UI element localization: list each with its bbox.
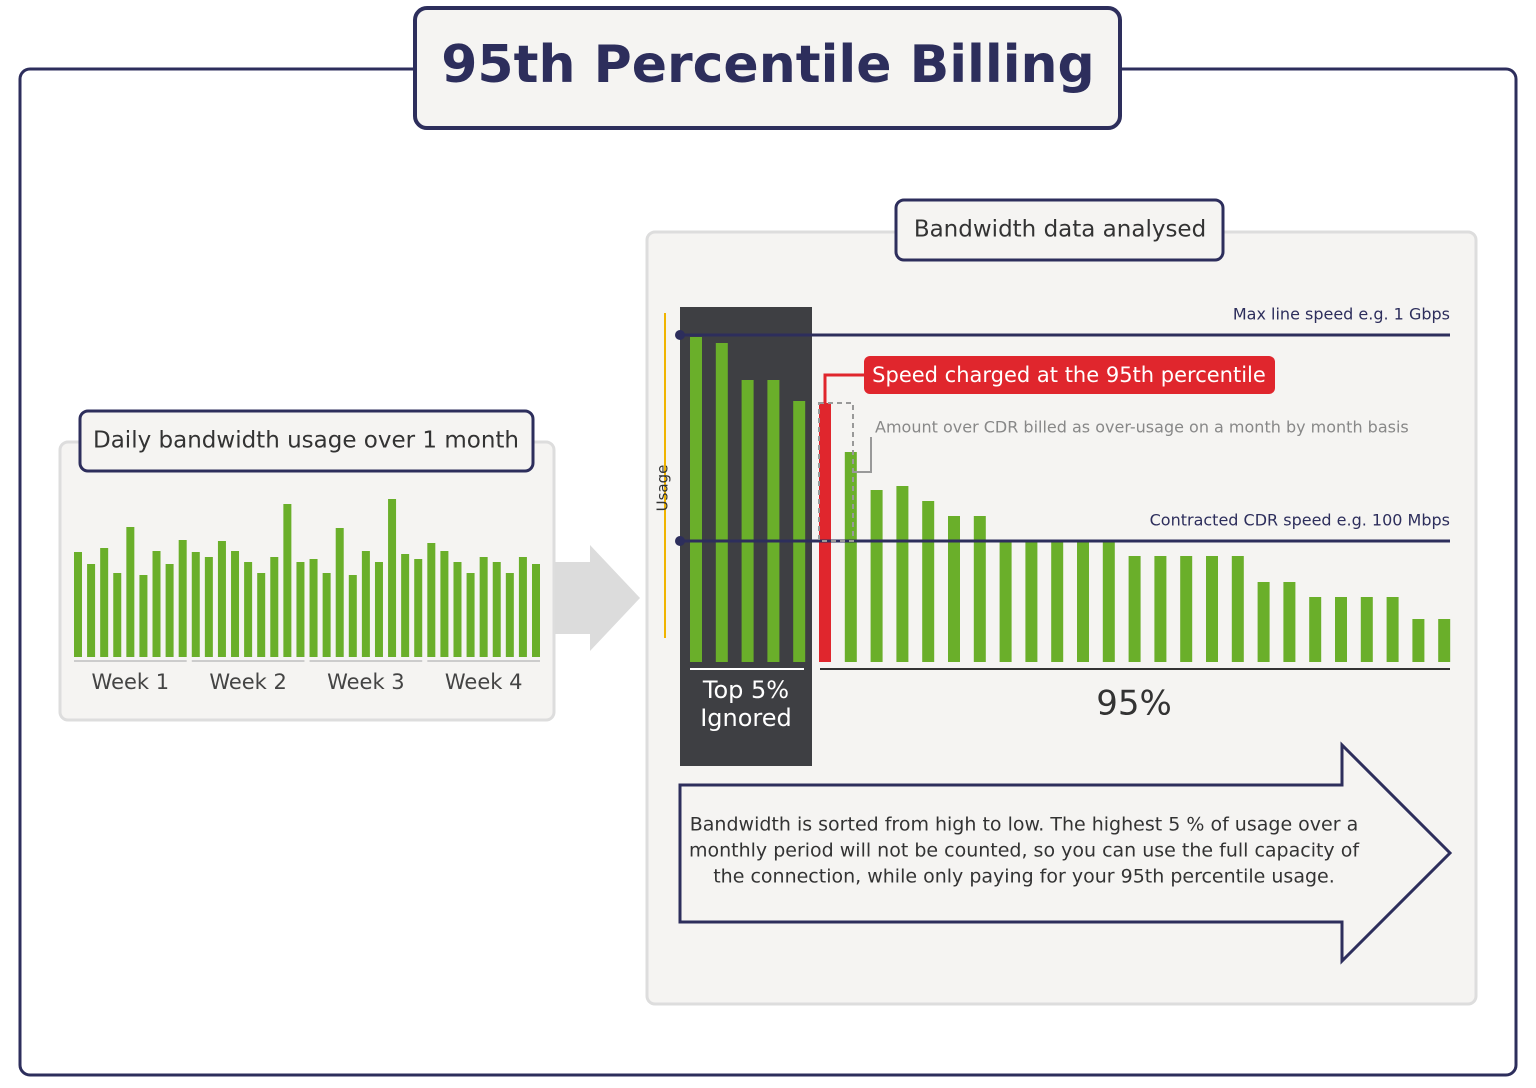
daily-bar xyxy=(152,551,161,657)
daily-bar xyxy=(296,562,305,657)
daily-bar xyxy=(466,573,475,657)
daily-bar xyxy=(204,557,213,657)
sorted-bar xyxy=(1206,556,1218,662)
week-label: Week 1 xyxy=(92,670,170,694)
charged-label: Speed charged at the 95th percentile xyxy=(872,363,1266,387)
sorted-bar xyxy=(1335,597,1347,662)
daily-bar xyxy=(518,557,527,657)
daily-bar xyxy=(309,559,318,657)
sorted-bar xyxy=(767,380,780,662)
sorted-bar xyxy=(1180,556,1193,662)
daily-bar xyxy=(283,504,292,657)
cdr-line-dot xyxy=(675,536,685,546)
sorted-bar xyxy=(922,501,935,662)
daily-bar xyxy=(270,557,279,657)
daily-bar xyxy=(335,528,344,657)
daily-bar xyxy=(178,540,187,657)
week-label: Week 4 xyxy=(445,670,523,694)
daily-bar xyxy=(100,548,109,657)
week-label: Week 3 xyxy=(327,670,405,694)
analysed-title-box xyxy=(894,198,1225,262)
sorted-bar xyxy=(1360,597,1373,662)
description-line: the connection, while only paying for yo… xyxy=(713,866,1335,888)
title: 95th Percentile Billing xyxy=(441,35,1095,95)
analysed-title: Bandwidth data analysed xyxy=(914,217,1206,243)
daily-bar xyxy=(361,551,370,657)
daily-bar xyxy=(191,552,200,657)
max-line-dot xyxy=(675,330,685,340)
sorted-bar xyxy=(1154,556,1167,662)
sorted-bar xyxy=(870,490,883,662)
daily-bar xyxy=(427,543,436,657)
daily-bar xyxy=(348,575,357,657)
daily-bar xyxy=(126,527,135,657)
description-line: Bandwidth is sorted from high to low. Th… xyxy=(690,814,1358,836)
daily-bar xyxy=(492,562,501,657)
sorted-bar xyxy=(999,542,1012,662)
daily-bar xyxy=(74,552,82,657)
cdr-line-label: Contracted CDR speed e.g. 100 Mbps xyxy=(1150,511,1450,530)
sorted-bar xyxy=(1231,556,1244,662)
daily-title-box xyxy=(78,409,535,473)
overage-label: Amount over CDR billed as over-usage on … xyxy=(875,418,1409,437)
daily-bar xyxy=(532,564,540,657)
daily-bar xyxy=(257,573,266,657)
daily-bar xyxy=(388,499,397,657)
sorted-bar xyxy=(715,343,728,662)
sorted-bar xyxy=(973,516,986,662)
charged-pointer xyxy=(823,373,866,403)
sorted-bar xyxy=(690,337,702,662)
counted-label: 95% xyxy=(1096,684,1172,724)
sorted-bar xyxy=(793,401,806,662)
daily-bar xyxy=(244,562,253,657)
sorted-bar xyxy=(1257,582,1270,662)
description-line: monthly period will not be counted, so y… xyxy=(689,840,1360,862)
daily-bar xyxy=(505,573,514,657)
daily-bar xyxy=(479,557,488,657)
daily-bar xyxy=(139,575,148,657)
daily-bar xyxy=(374,562,383,657)
daily-bar xyxy=(87,564,96,657)
big-arrow xyxy=(678,741,1453,965)
sorted-bar xyxy=(1077,542,1089,662)
sorted-bar xyxy=(948,516,960,662)
sorted-bar xyxy=(1025,542,1038,662)
daily-bar xyxy=(440,551,449,657)
sorted-bar xyxy=(1386,597,1399,662)
ignored-label: Top 5% xyxy=(702,676,789,704)
title-box xyxy=(413,6,1122,130)
sorted-bar xyxy=(1102,542,1115,662)
week-label: Week 2 xyxy=(209,670,287,694)
max-line-label: Max line speed e.g. 1 Gbps xyxy=(1233,305,1450,324)
sorted-bar xyxy=(1438,619,1451,662)
daily-bar xyxy=(414,559,423,657)
sorted-bar xyxy=(741,380,754,662)
sorted-bar xyxy=(1128,556,1141,662)
arrow xyxy=(555,545,640,651)
sorted-bar xyxy=(1412,619,1425,662)
daily-bar xyxy=(322,573,331,657)
daily-title: Daily bandwidth usage over 1 month xyxy=(93,428,519,454)
charged-box xyxy=(864,356,1275,394)
sorted-bar xyxy=(1051,542,1064,662)
ignored-label: Ignored xyxy=(700,704,792,732)
daily-bar xyxy=(113,573,122,657)
daily-bar xyxy=(453,562,462,657)
daily-bar xyxy=(401,554,410,657)
sorted-bar xyxy=(1309,597,1322,662)
daily-bar xyxy=(217,541,226,657)
daily-bar xyxy=(231,551,240,657)
charged-bar xyxy=(819,403,831,662)
sorted-bar xyxy=(844,452,857,662)
sorted-bar xyxy=(1283,582,1296,662)
usage-label: Usage xyxy=(654,465,672,512)
daily-bar xyxy=(165,564,174,657)
sorted-bar xyxy=(896,486,909,662)
overage-pointer xyxy=(853,437,872,473)
